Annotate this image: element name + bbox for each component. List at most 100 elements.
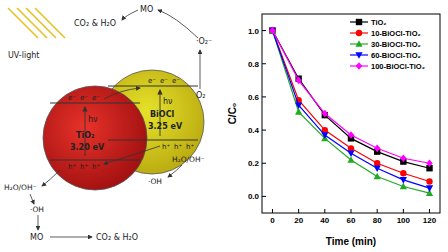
data-point [295, 108, 302, 115]
x-tick-label: 80 [373, 216, 382, 225]
legend-label: 60-BiOCl-TiO₂ [371, 51, 421, 60]
mechanism-diagram: UV-lighte⁻e⁻e⁻e⁻e⁻e⁻h⁺h⁺h⁺h⁺h⁺h⁺hνhνTiO₂… [4, 5, 212, 242]
x-tick [324, 209, 325, 213]
data-point [348, 131, 354, 139]
tio2-particle [43, 86, 147, 190]
reaction-arrow [30, 194, 34, 204]
x-tick [272, 209, 273, 213]
legend-marker [356, 19, 362, 25]
tio2-vb [50, 160, 140, 161]
label: e⁻ [68, 94, 76, 102]
series-line [272, 31, 429, 164]
degradation-arrow [122, 10, 138, 20]
data-point [400, 183, 407, 190]
oxidation-arrow [42, 170, 60, 186]
label: MO [30, 233, 43, 242]
data-point [426, 159, 432, 167]
biocl-cb [108, 86, 198, 87]
electron-transfer [104, 88, 140, 99]
data-point [347, 156, 354, 163]
label: O₂ [196, 91, 206, 100]
light-ray [17, 8, 47, 38]
label: h⁺ [92, 163, 100, 171]
figure: UV-lighte⁻e⁻e⁻e⁻e⁻e⁻h⁺h⁺h⁺h⁺h⁺h⁺hνhνTiO₂… [0, 0, 448, 252]
y-tick [262, 130, 266, 131]
reaction-arrow [168, 165, 182, 177]
x-tick [351, 209, 352, 213]
reaction-arrow [38, 215, 39, 230]
data-point [374, 165, 381, 172]
label: MO [140, 5, 153, 14]
label: H₂O/OH⁻ [4, 183, 37, 192]
chart: 0204060801001200.00.20.40.60.81.0Time (m… [227, 14, 440, 247]
data-point [322, 110, 328, 118]
x-tick-label: 100 [397, 216, 411, 225]
series-line [272, 31, 429, 189]
label: 3.25 eV [148, 122, 183, 131]
y-tick-label: 0.2 [248, 159, 260, 168]
x-axis-title: Time (min) [326, 236, 376, 247]
tio2-cb [50, 103, 140, 104]
data-point [400, 177, 407, 184]
label: h⁺ [68, 163, 76, 171]
reduction-arrow [200, 50, 201, 89]
y-tick [262, 96, 266, 97]
label: H₂O/OH⁻ [172, 155, 205, 164]
y-tick-label: 0.0 [248, 192, 260, 201]
label: CO₂ & H₂O [74, 19, 116, 28]
plot-frame [262, 14, 440, 213]
label: h⁺ [80, 163, 88, 171]
legend-label: TiO₂ [371, 18, 387, 27]
x-tick [403, 209, 404, 213]
legend-label: 100-BiOCl-TiO₂ [371, 62, 425, 71]
data-point [347, 151, 354, 158]
data-point [426, 178, 432, 184]
label: h⁺ [186, 143, 194, 151]
degradation-arrow [50, 237, 92, 238]
label: e⁻ [160, 77, 168, 85]
data-point [295, 102, 302, 109]
legend-label: 30-BiOCl-TiO₂ [371, 40, 421, 49]
data-point [321, 132, 328, 139]
legend-marker [355, 52, 362, 59]
x-tick [298, 209, 299, 213]
series-line [272, 31, 429, 182]
y-tick [262, 196, 266, 197]
label: e⁻ [80, 94, 88, 102]
label: e⁻ [92, 94, 100, 102]
y-tick-label: 0.8 [248, 60, 260, 69]
data-point [269, 27, 275, 33]
data-point [269, 27, 275, 33]
data-point [400, 154, 406, 162]
label: UV-light [8, 51, 39, 60]
x-tick [429, 209, 430, 213]
legend-label: 10-BiOCl-TiO₂ [371, 29, 421, 38]
label: e⁻ [172, 77, 180, 85]
x-tick-label: 0 [270, 216, 275, 225]
data-point [269, 27, 275, 35]
label: BiOCl [150, 110, 175, 119]
series-line [272, 31, 429, 194]
y-tick-label: 1.0 [248, 27, 260, 36]
y-tick-label: 0.4 [248, 126, 260, 135]
data-point [269, 27, 276, 34]
label: ·OH [148, 177, 162, 186]
hole-transfer [104, 146, 160, 164]
data-point [400, 170, 406, 176]
legend: TiO₂ 10-BiOCl-TiO₂ 30-BiOCl-TiO₂ 60-BiOCl-T… [350, 18, 425, 71]
label: ·OH [30, 205, 44, 214]
label: ·O₂⁻ [196, 37, 212, 46]
x-tick [377, 209, 378, 213]
legend-marker [355, 40, 362, 47]
y-tick-label: 0.6 [248, 93, 260, 102]
label: h⁺ [174, 143, 182, 151]
light-ray [26, 8, 56, 38]
label: e⁻ [148, 77, 156, 85]
plot-area [269, 27, 433, 196]
y-tick [262, 63, 266, 64]
x-tick-label: 60 [347, 216, 356, 225]
legend-marker [356, 30, 362, 36]
label: TiO₂ [76, 131, 95, 140]
x-tick-label: 20 [294, 216, 303, 225]
biocl-vb [108, 140, 198, 141]
